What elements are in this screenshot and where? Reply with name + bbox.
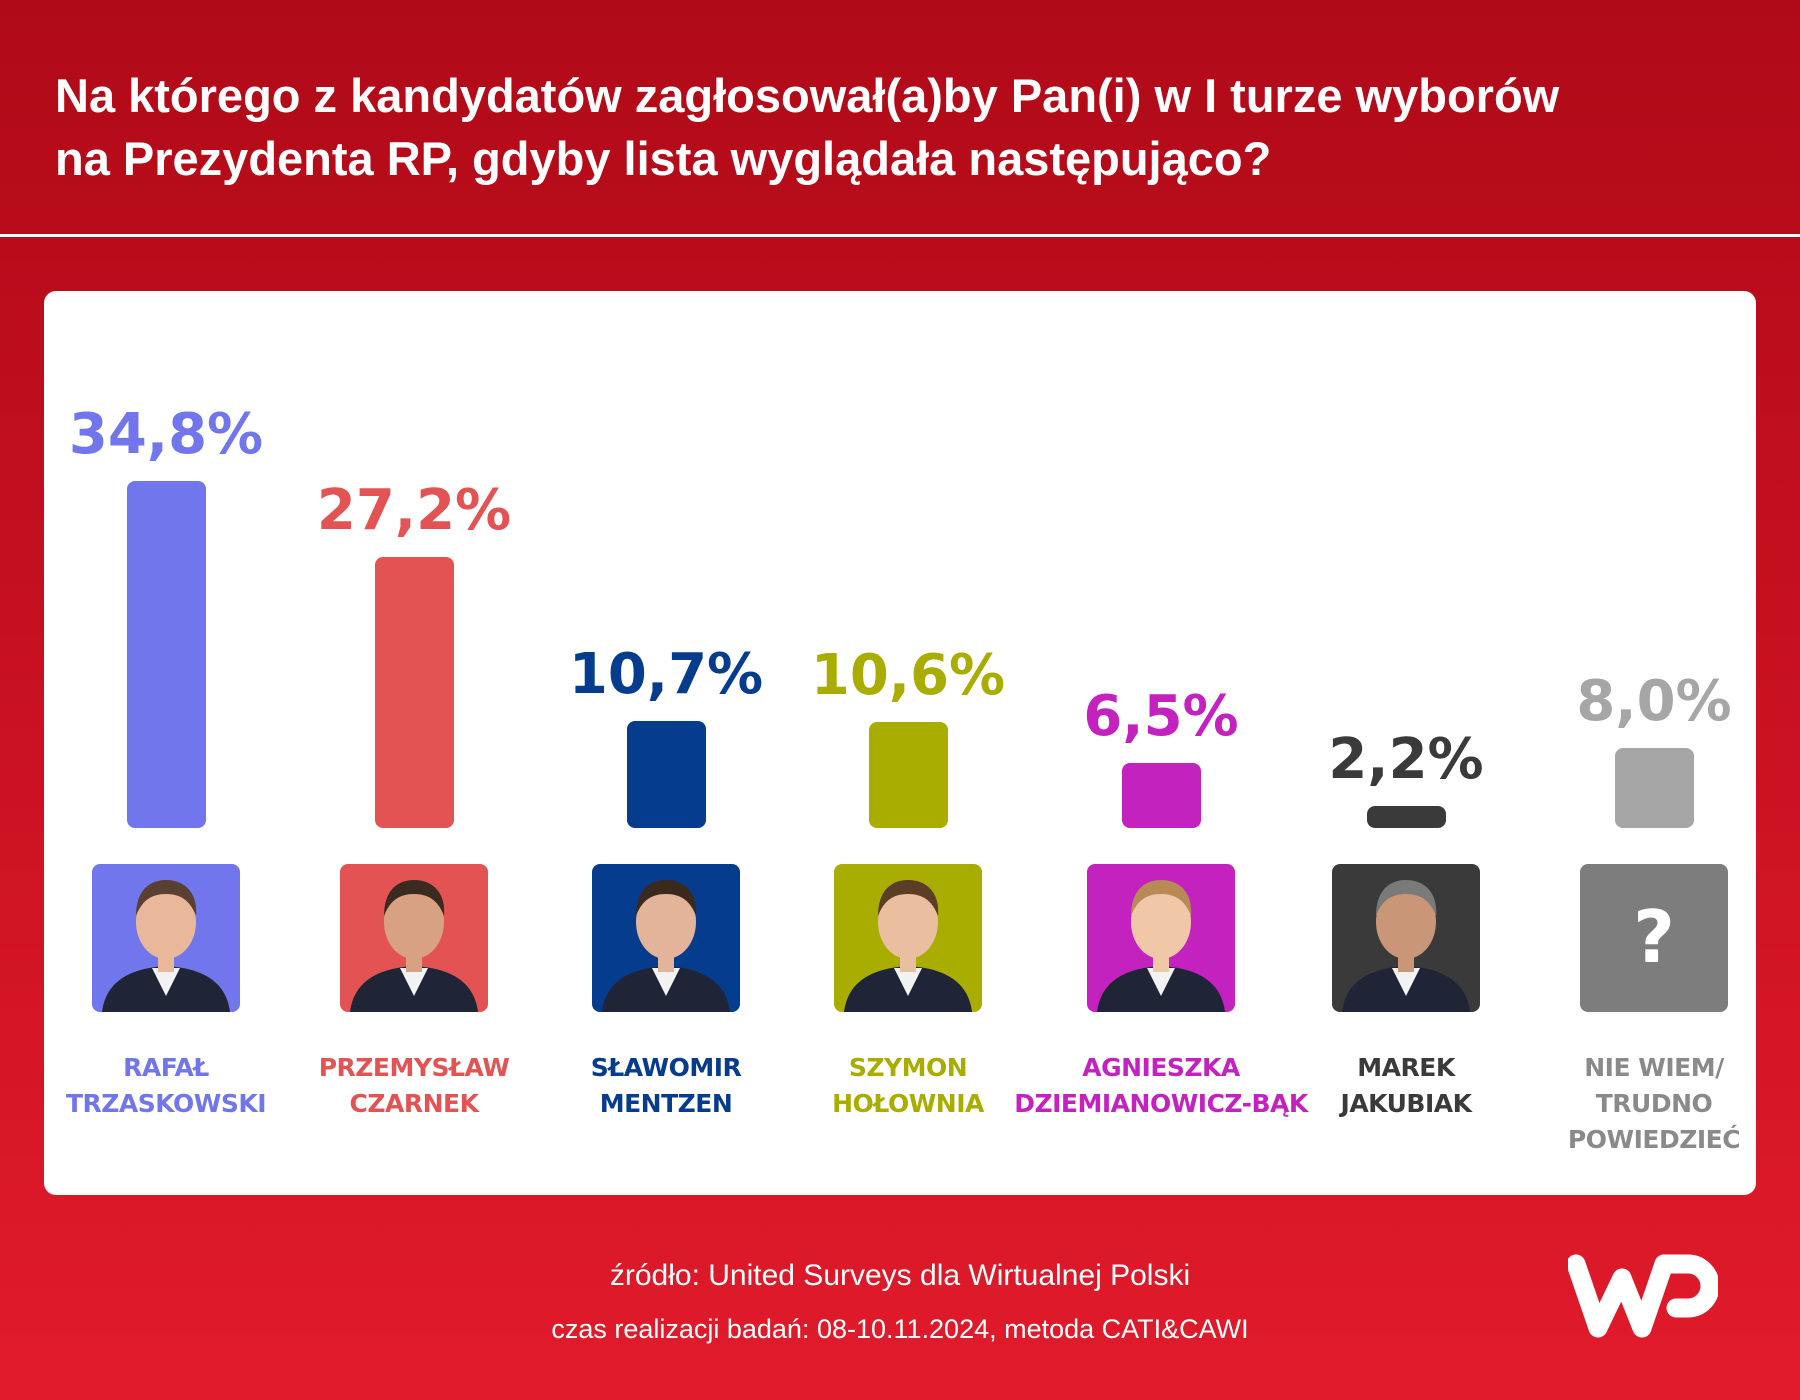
- bar: [374, 556, 454, 828]
- source-note: źródło: United Surveys dla Wirtualnej Po…: [609, 1259, 1191, 1292]
- candidate-name: PRZEMYSŁAW CZARNEK: [319, 1050, 510, 1122]
- bar: [626, 721, 706, 828]
- value-label: 2,2%: [1328, 727, 1484, 793]
- value-label: 10,7%: [568, 642, 764, 708]
- candidate-name-line: AGNIESZKA: [1082, 1053, 1240, 1082]
- candidate-name: SZYMON HOŁOWNIA: [832, 1050, 984, 1122]
- candidate-name-line: HOŁOWNIA: [832, 1089, 984, 1118]
- candidate-name-line: SZYMON: [848, 1053, 968, 1082]
- candidate-name-line: TRUDNO: [1595, 1089, 1713, 1118]
- candidate-name: RAFAŁ TRZASKOWSKI: [65, 1050, 267, 1122]
- value-label: 34,8%: [68, 402, 264, 467]
- candidate-name: NIE WIEM/TRUDNO POWIEDZIEĆ: [1567, 1050, 1741, 1158]
- value-label: 6,5%: [1083, 684, 1239, 750]
- candidate-name-line: JAKUBIAK: [1340, 1089, 1472, 1118]
- candidate-name-line: RAFAŁ: [123, 1053, 209, 1082]
- candidate-name-line: SŁAWOMIR: [590, 1053, 742, 1082]
- header-divider: [0, 234, 1800, 237]
- chart-title-line-2: na Prezydenta RP, gdyby lista wyglądała …: [55, 132, 1272, 185]
- value-label: 8,0%: [1576, 669, 1732, 735]
- candidate-photo: [340, 864, 488, 1012]
- candidate-name-line: MENTZEN: [599, 1089, 733, 1118]
- candidate-photo: [1087, 864, 1235, 1012]
- candidate-photo: [834, 864, 982, 1012]
- survey-period-note: czas realizacji badań: 08-10.11.2024, me…: [551, 1314, 1249, 1344]
- candidate-name-line: TRZASKOWSKI: [65, 1089, 267, 1118]
- bar: [1614, 748, 1694, 828]
- question-mark-icon: ?: [1580, 864, 1728, 1012]
- candidate-photo: [92, 864, 240, 1012]
- bar: [126, 481, 206, 828]
- bar: [1121, 763, 1201, 828]
- candidate-name: MAREK JAKUBIAK: [1341, 1050, 1472, 1122]
- value-label: 10,6%: [810, 643, 1006, 709]
- wp-logo: [1568, 1254, 1718, 1338]
- question-mark: ?: [1633, 895, 1675, 979]
- candidate-photo: [1332, 864, 1480, 1012]
- chart-title-line-1: Na którego z kandydatów zagłosował(a)by …: [55, 69, 1560, 122]
- chart-title: Na którego z kandydatów zagłosował(a)by …: [55, 64, 1755, 190]
- candidate-name: SŁAWOMIR MENTZEN: [591, 1050, 742, 1122]
- value-label: 27,2%: [316, 477, 512, 543]
- candidate-name-line: PRZEMYSŁAW: [318, 1053, 510, 1082]
- candidate-name-line: POWIEDZIEĆ: [1567, 1125, 1741, 1154]
- candidate-name-line: NIE WIEM/: [1584, 1053, 1724, 1082]
- bar: [868, 722, 948, 828]
- candidate-name-line: MAREK: [1357, 1053, 1455, 1082]
- candidate-photo: [592, 864, 740, 1012]
- candidate-name-line: CZARNEK: [349, 1089, 479, 1118]
- candidate-name-line: DZIEMIANOWICZ-BĄK: [1014, 1089, 1308, 1118]
- bar: [1366, 806, 1446, 828]
- candidate-name: AGNIESZKA DZIEMIANOWICZ-BĄK: [1014, 1050, 1308, 1122]
